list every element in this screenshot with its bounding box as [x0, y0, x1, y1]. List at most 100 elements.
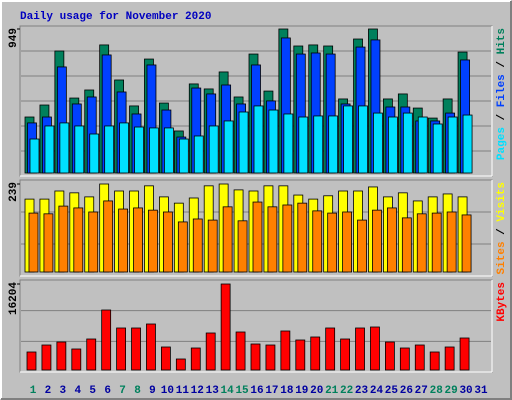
bar	[71, 348, 82, 371]
x-tick-label: 21	[325, 385, 339, 397]
bar	[208, 125, 219, 174]
bar	[190, 347, 201, 371]
x-tick-label: 4	[74, 385, 81, 397]
bar	[134, 126, 144, 174]
bar	[343, 105, 354, 174]
legend-separator: /	[496, 222, 508, 242]
legend-entry: Visits	[496, 182, 508, 222]
legend-separator: /	[496, 107, 508, 127]
bar	[312, 210, 323, 273]
bar	[280, 330, 291, 371]
legend-separator: /	[496, 54, 508, 74]
bar	[250, 343, 261, 371]
bar	[401, 217, 412, 273]
x-tick-label: 1	[30, 385, 37, 397]
x-tick-label: 24	[370, 385, 384, 397]
bar	[235, 331, 246, 371]
bar	[268, 109, 279, 174]
x-tick-label: 14	[221, 385, 235, 397]
bar	[416, 213, 427, 273]
bar	[402, 112, 413, 174]
bar	[116, 327, 126, 371]
bar	[74, 125, 85, 174]
bar	[373, 112, 383, 174]
bar	[133, 207, 143, 273]
x-tick-label: 7	[119, 385, 126, 397]
bar	[340, 338, 351, 371]
x-tick-label: 27	[415, 385, 428, 397]
bar	[220, 283, 231, 371]
bar	[325, 327, 336, 371]
bar	[310, 336, 321, 371]
bar	[267, 206, 278, 273]
bar	[205, 332, 216, 371]
bar	[355, 327, 365, 371]
bar	[163, 127, 174, 174]
bar	[149, 127, 159, 174]
bar	[86, 338, 97, 371]
x-tick-label: 18	[280, 385, 294, 397]
bar	[372, 209, 382, 273]
bar	[295, 339, 306, 371]
bar	[193, 135, 204, 174]
bar	[358, 105, 368, 174]
chart-title: Daily usage for November 2020	[20, 11, 211, 23]
y-tick-label: 16204	[8, 282, 20, 315]
bar	[29, 138, 40, 174]
bar	[459, 337, 470, 371]
x-tick-label: 8	[134, 385, 141, 397]
bar	[237, 220, 248, 273]
legend-entry: Files	[496, 74, 508, 107]
bar	[297, 202, 308, 273]
legend-entry: KBytes	[496, 282, 508, 322]
bar	[160, 346, 171, 371]
bar	[58, 205, 69, 273]
x-tick-label: 31	[474, 385, 488, 397]
x-tick-label: 11	[176, 385, 190, 397]
x-tick-label: 25	[385, 385, 399, 397]
bar	[26, 351, 37, 371]
bar	[222, 206, 233, 273]
bar	[44, 125, 55, 174]
bar	[462, 114, 473, 174]
bar	[88, 211, 99, 273]
bar	[41, 344, 52, 371]
x-tick-label: 5	[89, 385, 96, 397]
x-tick-label: 9	[149, 385, 156, 397]
bar	[148, 209, 158, 273]
bar	[327, 212, 338, 273]
bar	[175, 358, 186, 371]
x-tick-label: 19	[295, 385, 308, 397]
bar	[282, 204, 293, 273]
bar	[444, 346, 455, 371]
bar	[192, 218, 203, 273]
bar	[146, 323, 156, 371]
bar	[89, 133, 100, 174]
x-tick-label: 30	[459, 385, 472, 397]
x-tick-label: 16	[250, 385, 263, 397]
bar	[446, 211, 457, 273]
bar	[73, 207, 84, 273]
bar	[399, 347, 410, 371]
x-tick-label: 26	[400, 385, 413, 397]
bar	[384, 341, 395, 371]
bar	[56, 341, 67, 371]
y-tick-label: 239	[8, 182, 20, 202]
bar	[101, 309, 112, 371]
bar	[43, 213, 54, 273]
x-tick-label: 23	[355, 385, 369, 397]
x-tick-label: 3	[60, 385, 67, 397]
x-tick-label: 12	[191, 385, 204, 397]
bar	[177, 221, 188, 273]
bar	[313, 115, 324, 174]
legend: Sites / Visits	[496, 182, 508, 274]
bar	[357, 219, 367, 273]
legend: Pages / Files / Hits	[496, 28, 508, 160]
legend-entry: Pages	[496, 127, 508, 160]
y-tick-label: 949	[8, 28, 20, 48]
bar	[118, 208, 128, 273]
bar	[104, 125, 115, 174]
x-tick-label: 28	[430, 385, 444, 397]
